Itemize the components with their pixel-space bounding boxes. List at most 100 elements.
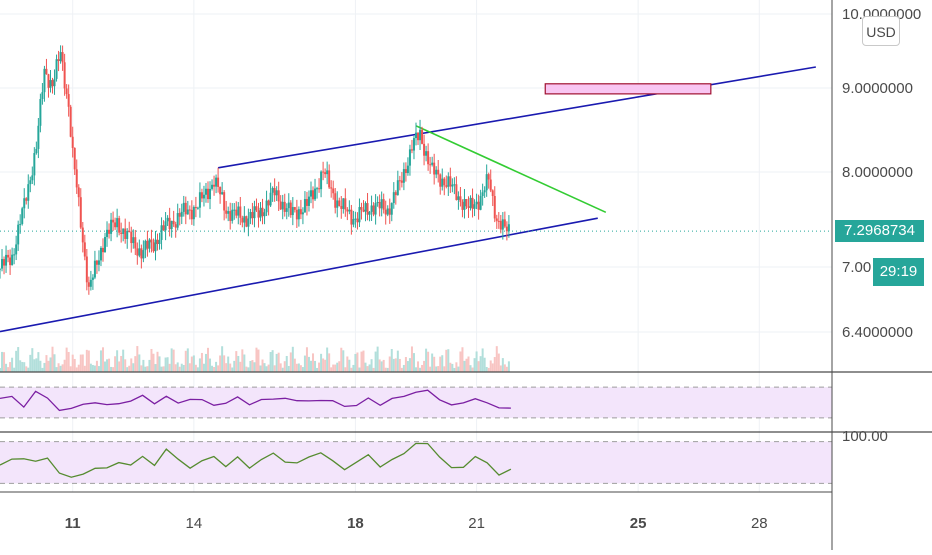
volume-bar	[445, 349, 448, 372]
volume-bar	[118, 361, 121, 372]
volume-bar	[108, 358, 111, 372]
candle-body	[475, 201, 478, 205]
volume-bar	[354, 353, 357, 372]
candle-body	[85, 256, 88, 283]
candle-body	[150, 239, 153, 243]
candle-body	[243, 216, 246, 223]
currency-selector-button[interactable]: USD	[862, 16, 900, 46]
volume-bar	[5, 363, 8, 372]
candle-body	[83, 242, 86, 257]
volume-bar	[168, 363, 171, 372]
candle-body	[289, 202, 292, 216]
volume-bar	[251, 360, 254, 372]
volume-bar	[49, 357, 52, 372]
volume-bar	[336, 362, 339, 372]
candle-body	[279, 201, 282, 210]
candle-body	[37, 125, 40, 149]
volume-bar	[449, 362, 452, 372]
volume-bar	[247, 367, 250, 372]
volume-bar	[43, 362, 46, 372]
volume-bar	[431, 353, 434, 372]
candle-body	[267, 200, 270, 206]
candle-body	[146, 240, 149, 249]
candle-body	[106, 229, 109, 238]
candle-body	[114, 222, 117, 228]
volume-bar	[17, 347, 20, 372]
volume-bar	[11, 357, 14, 372]
volume-bar	[328, 353, 331, 372]
candle-body	[168, 217, 171, 230]
volume-bar	[211, 365, 214, 372]
volume-bar	[15, 350, 18, 372]
candle-body	[471, 197, 474, 209]
candle-body	[235, 209, 238, 216]
x-tick-label: 18	[347, 515, 364, 532]
volume-bar	[332, 364, 335, 372]
volume-bar	[287, 365, 290, 372]
candle-body	[7, 254, 10, 258]
candle-body	[497, 220, 500, 222]
candle-body	[41, 92, 44, 100]
volume-bar	[31, 348, 34, 372]
oscillator-band-fill	[0, 441, 832, 484]
volume-bar	[221, 346, 224, 372]
oscillator-lines	[0, 389, 512, 478]
candle-body	[297, 209, 300, 220]
volume-bar	[388, 356, 391, 372]
volume-bar	[249, 360, 252, 372]
candle-body	[186, 209, 189, 215]
x-tick-label: 28	[751, 515, 768, 532]
candle-body	[247, 218, 250, 227]
candle-body	[47, 74, 50, 88]
volume-bar	[130, 358, 133, 372]
candle-body	[404, 169, 407, 174]
volume-bar	[384, 367, 387, 372]
candle-body	[223, 192, 226, 211]
candle-body	[457, 196, 460, 200]
candle-body	[320, 171, 323, 190]
volume-bar	[57, 363, 60, 372]
volume-bar	[495, 346, 498, 372]
volume-bar	[427, 351, 430, 372]
candle-body	[204, 188, 207, 195]
candle-body	[166, 217, 169, 222]
volume-bar	[73, 358, 76, 372]
candle-body	[293, 207, 296, 210]
volume-bar	[334, 364, 337, 372]
volume-bar	[259, 365, 262, 372]
volume-bar	[372, 367, 375, 372]
candle-body	[291, 207, 294, 216]
candle-body	[9, 257, 12, 266]
oscillator-bands	[0, 386, 832, 484]
candle-body	[69, 106, 72, 137]
candle-body	[273, 188, 276, 196]
volume-bar	[326, 347, 329, 372]
candle-body	[65, 88, 68, 95]
candle-body	[392, 192, 395, 204]
volume-bar	[402, 364, 405, 372]
candle-body	[396, 180, 399, 196]
candle-body	[49, 80, 52, 88]
candle-body	[122, 228, 125, 234]
volume-bar	[21, 361, 24, 372]
candle-body	[370, 205, 373, 212]
volume-bar	[330, 367, 333, 372]
candle-body	[251, 212, 254, 219]
volume-bar	[487, 367, 490, 372]
volume-bar	[136, 346, 139, 372]
volume-bar	[237, 355, 240, 372]
volume-bar	[457, 366, 460, 372]
volume-bar	[425, 348, 428, 372]
candle-body	[39, 99, 42, 126]
volume-bar	[1, 351, 4, 372]
candle-body	[346, 209, 349, 212]
volume-bar	[104, 361, 107, 372]
volume-bar	[398, 358, 401, 372]
volume-bar	[481, 348, 484, 372]
volume-bar	[29, 354, 32, 372]
candle-body	[481, 192, 484, 197]
oscillator-line-0	[0, 389, 511, 412]
volume-bar	[116, 350, 119, 372]
candle-body	[465, 198, 468, 207]
